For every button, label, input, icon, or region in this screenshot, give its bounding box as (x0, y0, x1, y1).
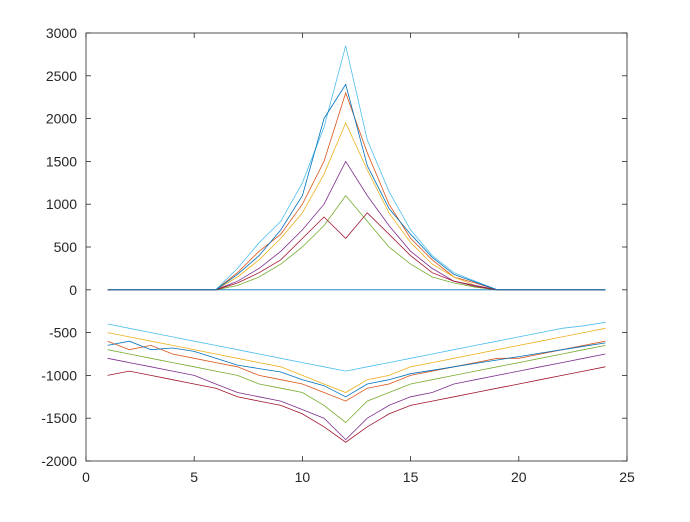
series-line (107, 340, 606, 398)
y-tick-label: 2000 (46, 111, 77, 127)
x-tick-label: 20 (511, 469, 527, 485)
series-line (107, 345, 606, 424)
series-line (107, 366, 606, 443)
series-line (107, 353, 606, 441)
x-tick-label: 0 (82, 469, 90, 485)
y-tick-label: 3000 (46, 25, 77, 41)
y-tick-label: 2500 (46, 68, 77, 84)
y-tick-label: 0 (69, 282, 77, 298)
x-tick-label: 5 (190, 469, 198, 485)
y-tick-label: -1500 (41, 410, 77, 426)
y-tick-label: -500 (49, 325, 77, 341)
y-tick-label: 500 (54, 239, 78, 255)
y-tick-label: 1500 (46, 153, 77, 169)
x-tick-label: 10 (295, 469, 311, 485)
series-line (107, 327, 606, 393)
series-line (107, 340, 606, 402)
series-line (107, 321, 606, 372)
axes: 0 5 10 15 20 25 -2000 -1500 -1000 -500 0 500 1000 150… (41, 25, 635, 485)
series-group (107, 45, 606, 443)
y-tick-label: -1000 (41, 367, 77, 383)
y-tick-label: -2000 (41, 453, 77, 469)
x-tick-label: 15 (403, 469, 419, 485)
series-line (107, 83, 606, 291)
plot-area (107, 45, 606, 443)
x-tick-label: 25 (619, 469, 635, 485)
y-tick-label: 1000 (46, 196, 77, 212)
